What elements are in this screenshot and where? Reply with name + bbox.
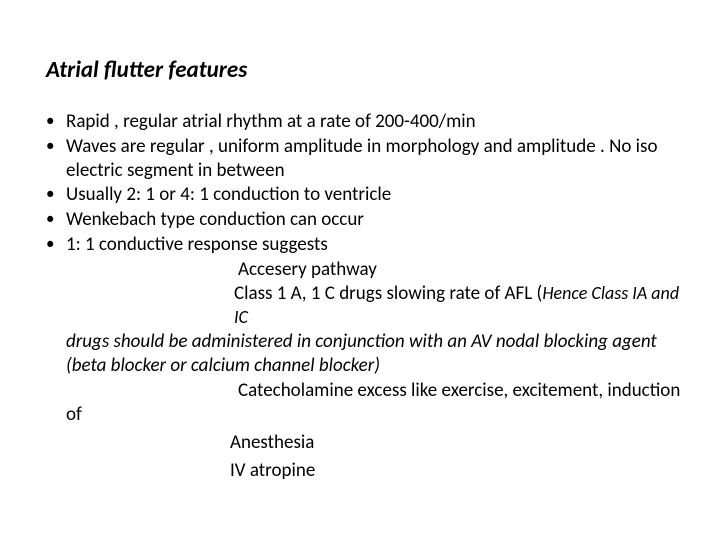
list-item: 1: 1 conductive response suggests — [38, 233, 690, 257]
catecholamine-line: Catecholamine excess like exercise, exci… — [38, 379, 690, 427]
list-item: Wenkebach type conduction can occur — [38, 208, 690, 232]
list-item: Waves are regular , uniform amplitude in… — [38, 135, 690, 183]
catecholamine-of: of — [66, 403, 690, 427]
page-title: Atrial flutter features — [46, 56, 690, 84]
slide: Atrial flutter features Rapid , regular … — [0, 0, 720, 540]
sub-line-atropine: IV atropine — [38, 459, 690, 483]
sub-line-prefix: Class 1 A, 1 C drugs slowing rate of AFL… — [234, 282, 542, 305]
list-item: Usually 2: 1 or 4: 1 conduction to ventr… — [38, 183, 690, 207]
sub-line-anesthesia: Anesthesia — [38, 431, 690, 455]
sub-line-class-drugs: Class 1 A, 1 C drugs slowing rate of AFL… — [38, 282, 690, 330]
catecholamine-text: Catecholamine excess like exercise, exci… — [66, 379, 690, 403]
bullet-list: Rapid , regular atrial rhythm at a rate … — [38, 110, 690, 257]
sub-line-accessory: Accesery pathway — [38, 258, 690, 282]
note-paragraph: drugs should be administered in conjunct… — [38, 330, 690, 378]
list-item: Rapid , regular atrial rhythm at a rate … — [38, 110, 690, 134]
